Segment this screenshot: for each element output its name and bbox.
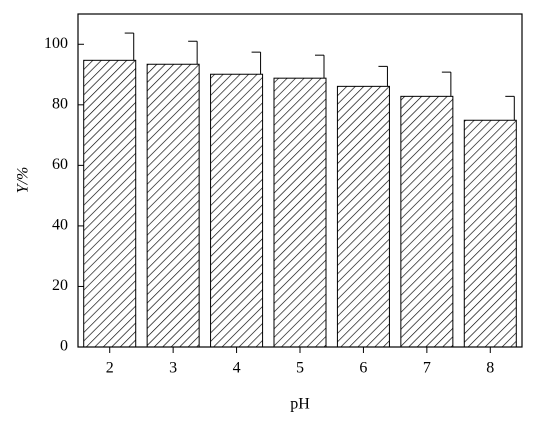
bar bbox=[83, 59, 137, 348]
y-tick-label: 0 bbox=[60, 338, 68, 355]
x-axis-label: pH bbox=[290, 396, 310, 413]
y-tick-label: 100 bbox=[44, 35, 68, 52]
y-tick-label: 60 bbox=[52, 156, 68, 173]
bar bbox=[210, 73, 264, 348]
bar bbox=[146, 63, 200, 348]
bar bbox=[336, 85, 390, 348]
bar bbox=[463, 119, 517, 348]
y-tick-label: 20 bbox=[52, 277, 68, 294]
y-tick-label: 40 bbox=[52, 217, 68, 234]
x-tick-label: 5 bbox=[296, 360, 304, 377]
x-tick-label: 8 bbox=[486, 360, 494, 377]
x-tick-label: 4 bbox=[233, 360, 241, 377]
x-tick-label: 3 bbox=[169, 360, 177, 377]
x-tick-label: 2 bbox=[106, 360, 114, 377]
y-axis-label: Y/% bbox=[15, 167, 32, 194]
bar bbox=[273, 77, 327, 348]
bar bbox=[400, 95, 454, 348]
x-tick-label: 6 bbox=[359, 360, 367, 377]
x-tick-label: 7 bbox=[423, 360, 431, 377]
y-tick-label: 80 bbox=[52, 95, 68, 112]
